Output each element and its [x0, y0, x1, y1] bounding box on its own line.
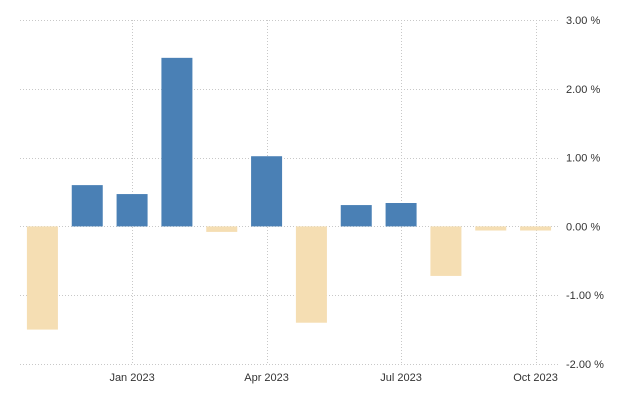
y-tick-label: -2.00 %	[566, 359, 604, 371]
bar-aug-2023	[430, 226, 462, 276]
bar-jan-2023	[116, 194, 148, 227]
y-tick-label: 2.00 %	[566, 84, 600, 96]
y-tick-label: 3.00 %	[566, 15, 600, 27]
bar-may-2023	[295, 226, 327, 323]
bar-apr-2023	[251, 156, 283, 227]
bar-feb-2023	[161, 57, 193, 227]
bar-mar-2023	[206, 226, 238, 232]
x-tick-label: Oct 2023	[513, 372, 558, 384]
bar-jun-2023	[340, 205, 372, 227]
bars	[26, 57, 552, 330]
x-tick-label: Jul 2023	[380, 372, 422, 384]
bar-oct-2023	[520, 226, 552, 231]
y-tick-label: -1.00 %	[566, 290, 604, 302]
y-tick-label: 1.00 %	[566, 153, 600, 165]
x-axis-labels: Jan 2023 Apr 2023 Jul 2023 Oct 2023	[109, 372, 557, 384]
y-axis-labels: 3.00 % 2.00 % 1.00 % 0.00 % -1.00 % -2.00 %	[566, 15, 604, 371]
bar-jul-2023	[385, 203, 417, 227]
bar-dec-2022	[71, 185, 103, 227]
x-tick-label: Jan 2023	[109, 372, 154, 384]
y-tick-label: 0.00 %	[566, 221, 600, 233]
bar-sep-2023	[475, 226, 507, 231]
x-tick-label: Apr 2023	[244, 372, 289, 384]
bar-nov-2022	[26, 226, 58, 330]
